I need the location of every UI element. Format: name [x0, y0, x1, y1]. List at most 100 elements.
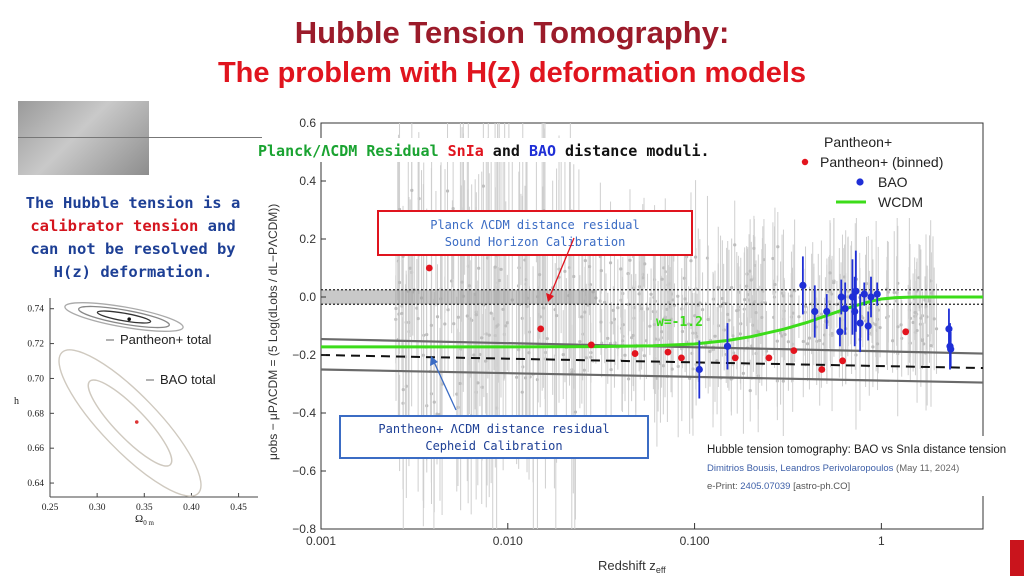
x-tick-label: 0.001 [306, 534, 336, 548]
pantheon-point [627, 377, 631, 381]
pantheon-point [667, 300, 671, 305]
contour-y-ticks: 0.74 0.72 0.70 0.68 0.66 0.64 [27, 305, 54, 489]
pantheon-point [416, 317, 420, 321]
pantheon-point [401, 388, 405, 392]
citation-eprint-category: [astro-ph.CO] [790, 481, 851, 492]
pantheon-point [410, 188, 414, 192]
pantheon-point [487, 333, 491, 337]
planck-annotation-line2: Sound Horizon Calibration [445, 235, 626, 249]
pantheon-point [523, 376, 528, 380]
binned-point [818, 366, 826, 373]
citation-authors-line: Dimitrios Bousis, Leandros Perivolaropou… [707, 463, 959, 474]
slide-corner-accent [1010, 540, 1024, 576]
planck-annotation-line1: Planck ΛCDM distance residual [430, 218, 640, 232]
pantheon-point [689, 259, 693, 263]
pantheon-point [718, 304, 723, 308]
pantheon-point [805, 342, 810, 346]
header-backdrop [258, 138, 768, 162]
binned-point [425, 264, 433, 272]
legend-bao: BAO [878, 174, 908, 190]
pantheon-arrow-shaft [433, 361, 457, 411]
pantheon-point [645, 307, 650, 311]
y-ticks: 0.6 0.4 0.2 0.0 −0.2 −0.4 −0.6 −0.8 [292, 116, 326, 536]
x-axis-label-sub: eff [656, 565, 666, 575]
pantheon-point [716, 286, 720, 290]
pantheon-point [752, 246, 756, 250]
legend-wcdm: WCDM [878, 194, 923, 210]
contour-y-tick-label: 0.64 [27, 479, 44, 489]
pantheon-point [589, 355, 593, 359]
pantheon-point [572, 274, 576, 279]
pantheon-point [608, 261, 613, 265]
pantheon-point [706, 317, 710, 322]
pantheon-point [435, 412, 439, 416]
pantheon-point [913, 310, 917, 315]
pantheon-contours [64, 302, 184, 332]
pantheon-point [693, 314, 697, 318]
pantheon-point [397, 280, 402, 285]
legend-pantheon: Pantheon+ [824, 134, 892, 150]
pantheon-point [429, 323, 433, 327]
binned-point [765, 354, 773, 362]
contour-x-tick-label: 0.45 [230, 503, 247, 513]
pantheon-point [797, 315, 801, 319]
legend-pantheon-binned: Pantheon+ (binned) [820, 154, 943, 170]
pantheon-point [720, 296, 724, 301]
pantheon-point [776, 245, 780, 249]
pantheon-point [828, 271, 832, 275]
pantheon-point [563, 269, 567, 273]
citation-authors[interactable]: Dimitrios Bousis, Leandros Perivolaropou… [707, 463, 894, 474]
bao-point [860, 290, 868, 298]
citation-title: Hubble tension tomography: BAO vs SnIa d… [707, 444, 1007, 456]
pantheon-point [864, 282, 869, 286]
pantheon-point [932, 317, 936, 321]
pantheon-point [599, 320, 603, 324]
pantheon-point [637, 292, 641, 296]
pantheon-point [446, 308, 450, 312]
citation-date: (May 11, 2024) [893, 463, 960, 474]
pantheon-point [846, 295, 850, 299]
pantheon-best-fit-point [127, 317, 131, 321]
pantheon-point [700, 308, 705, 312]
pantheon-point [875, 342, 880, 346]
y-axis-label: μobs − μPΛCDM = (5 Log(dLobs / dL−PΛCDM)… [266, 204, 280, 460]
binned-point [537, 325, 545, 333]
pantheon-point [545, 336, 549, 341]
planck-arrow-shaft [549, 237, 575, 297]
pantheon-point [874, 323, 878, 327]
pantheon-point [783, 332, 787, 337]
pantheon-point [443, 322, 447, 326]
header-and: and [484, 142, 529, 160]
pantheon-point [408, 266, 412, 270]
slide-title: Hubble Tension Tomography: [294, 15, 730, 50]
contour-plot: 0.74 0.72 0.70 0.68 0.66 0.64 0.25 0.30 0.35 0.4… [14, 298, 258, 526]
pantheon-point [451, 206, 455, 211]
pantheon-point [497, 278, 501, 283]
pantheon-point [541, 306, 545, 310]
pantheon-point [892, 290, 896, 295]
pantheon-annotation-line2: Cepheid Calibration [425, 439, 562, 453]
pantheon-point [683, 297, 687, 301]
pantheon-point [924, 304, 928, 308]
bao-points [695, 250, 955, 399]
pantheon-point [578, 340, 582, 344]
tension-line-2: calibrator tension and [14, 215, 252, 238]
pantheon-point [400, 311, 404, 316]
pantheon-point [741, 371, 746, 375]
pantheon-contour-3sigma [64, 302, 184, 332]
planck-annotation-box [377, 210, 693, 256]
pantheon-point [713, 334, 717, 338]
pantheon-point [472, 353, 476, 357]
pantheon-point [458, 381, 462, 386]
y-tick-label: 0.2 [299, 232, 316, 246]
pantheon-point [445, 189, 450, 193]
pantheon-point [786, 340, 790, 344]
contour-x-tick-label: 0.35 [136, 503, 153, 513]
pantheon-point [554, 314, 559, 318]
pantheon-point [573, 410, 578, 414]
contour-x-label: Ω0 m [135, 513, 154, 526]
citation-eprint-link[interactable]: 2405.07039 [740, 481, 791, 492]
thumbnail-image [18, 101, 149, 175]
pantheon-point [628, 258, 632, 262]
x-axis-label-main: Redshift z [598, 558, 656, 573]
